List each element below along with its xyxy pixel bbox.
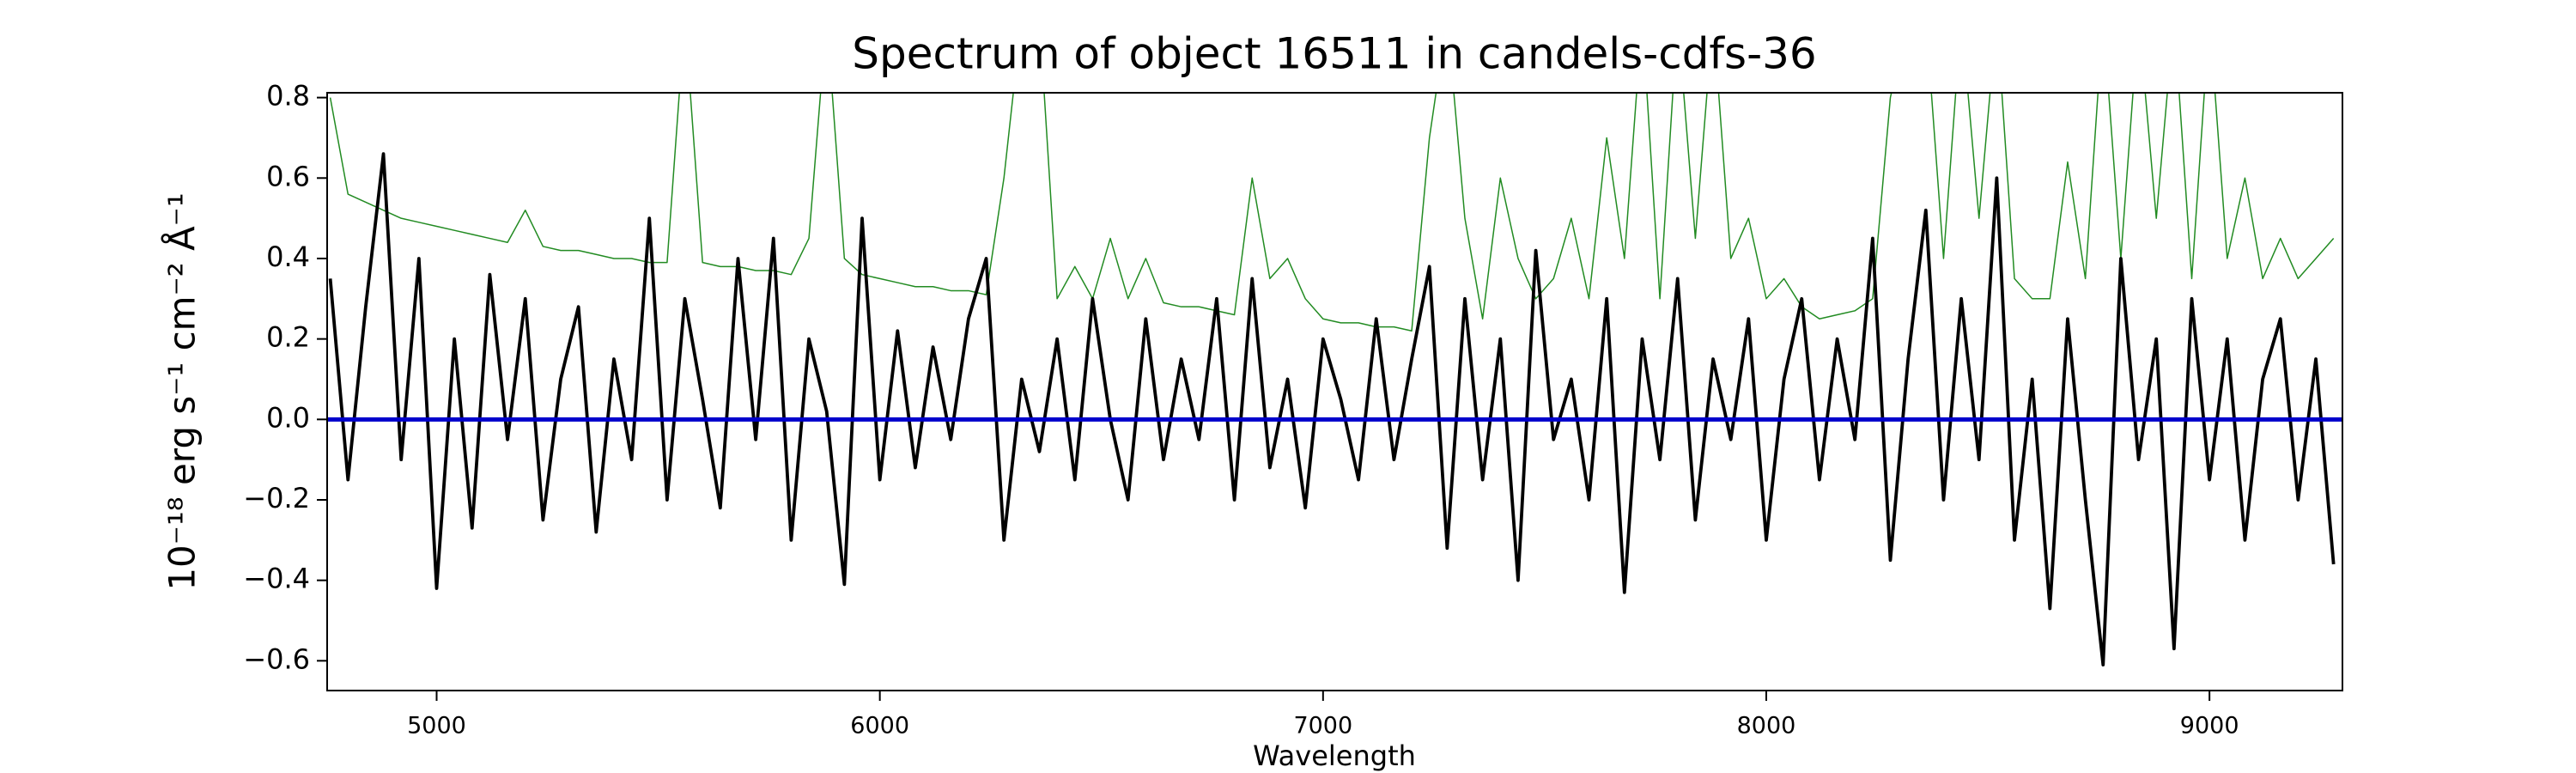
y-tick-label: −0.4	[243, 563, 310, 595]
chart-title: Spectrum of object 16511 in candels-cdfs…	[852, 29, 1817, 79]
x-tick-label: 6000	[850, 713, 909, 740]
spectrum-line	[329, 93, 2335, 332]
axes-frame	[326, 92, 2343, 691]
plot-area	[327, 93, 2342, 666]
y-tick-label: −0.6	[243, 642, 310, 675]
y-tick-label: 0.2	[266, 321, 310, 354]
y-tick-label: 0.0	[266, 401, 310, 434]
y-tick-label: 0.6	[266, 160, 310, 192]
spectrum-line	[328, 152, 2336, 666]
x-tick-label: 7000	[1293, 713, 1352, 740]
y-tick-label: 0.8	[266, 80, 310, 113]
x-tick-label: 9000	[2180, 713, 2239, 740]
y-axis-label: 10⁻¹⁸ erg s⁻¹ cm⁻² Å⁻¹	[161, 192, 204, 590]
x-tick-label: 5000	[407, 713, 466, 740]
y-tick-label: 0.4	[266, 240, 310, 273]
y-tick-label: −0.2	[243, 482, 310, 514]
x-tick-label: 8000	[1737, 713, 1796, 740]
x-axis-label: Wavelength	[1253, 740, 1416, 772]
